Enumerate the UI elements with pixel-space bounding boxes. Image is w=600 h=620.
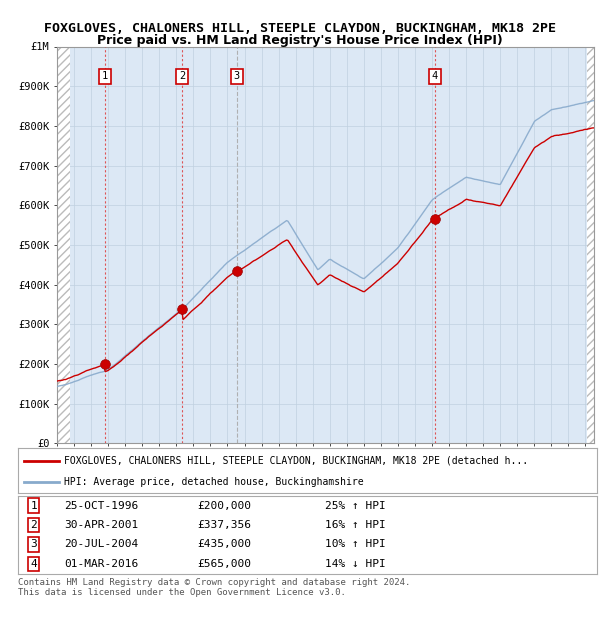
Text: £337,356: £337,356 [197,520,251,530]
Text: 2: 2 [179,71,185,81]
Text: £200,000: £200,000 [197,501,251,511]
Text: FOXGLOVES, CHALONERS HILL, STEEPLE CLAYDON, BUCKINGHAM, MK18 2PE (detached h...: FOXGLOVES, CHALONERS HILL, STEEPLE CLAYD… [64,456,529,466]
Text: 20-JUL-2004: 20-JUL-2004 [64,539,139,549]
Text: 3: 3 [30,539,37,549]
Text: HPI: Average price, detached house, Buckinghamshire: HPI: Average price, detached house, Buck… [64,477,364,487]
Text: 3: 3 [234,71,240,81]
Text: 16% ↑ HPI: 16% ↑ HPI [325,520,386,530]
Text: Price paid vs. HM Land Registry's House Price Index (HPI): Price paid vs. HM Land Registry's House … [97,34,503,47]
Text: 25% ↑ HPI: 25% ↑ HPI [325,501,386,511]
Text: 14% ↓ HPI: 14% ↓ HPI [325,559,386,569]
Text: 2: 2 [30,520,37,530]
Text: 01-MAR-2016: 01-MAR-2016 [64,559,139,569]
Text: £435,000: £435,000 [197,539,251,549]
Text: 1: 1 [30,501,37,511]
Text: 30-APR-2001: 30-APR-2001 [64,520,139,530]
Text: Contains HM Land Registry data © Crown copyright and database right 2024.
This d: Contains HM Land Registry data © Crown c… [18,578,410,597]
Text: 4: 4 [30,559,37,569]
Text: £565,000: £565,000 [197,559,251,569]
Text: 1: 1 [102,71,108,81]
Text: 4: 4 [432,71,438,81]
Text: 10% ↑ HPI: 10% ↑ HPI [325,539,386,549]
Text: FOXGLOVES, CHALONERS HILL, STEEPLE CLAYDON, BUCKINGHAM, MK18 2PE: FOXGLOVES, CHALONERS HILL, STEEPLE CLAYD… [44,22,556,35]
Text: 25-OCT-1996: 25-OCT-1996 [64,501,139,511]
